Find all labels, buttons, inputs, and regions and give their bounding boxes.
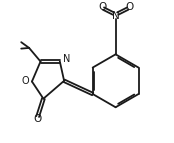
Text: N: N	[112, 11, 120, 21]
Text: O: O	[125, 2, 133, 12]
Text: O: O	[98, 2, 106, 12]
Text: N: N	[63, 54, 70, 64]
Text: O: O	[34, 114, 42, 124]
Text: O: O	[21, 76, 29, 86]
